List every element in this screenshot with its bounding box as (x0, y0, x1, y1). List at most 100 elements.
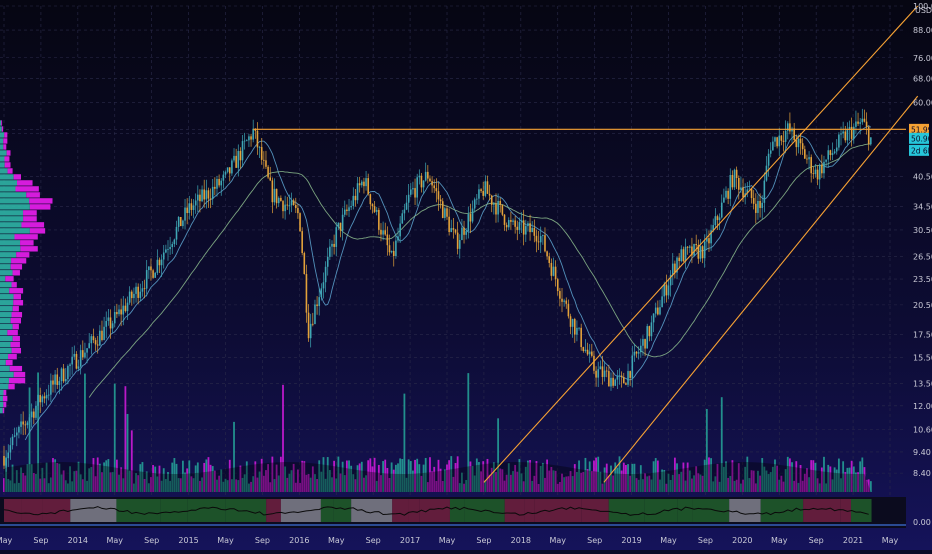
time-tick-label: Sep (33, 536, 48, 545)
volume-bar (656, 460, 659, 492)
profile-bar-down (2, 407, 5, 414)
candle-body (450, 228, 453, 233)
price-tick-label: 30.50 (913, 226, 932, 235)
volume-bar (852, 466, 855, 492)
candle-body (522, 220, 525, 235)
profile-bar-up (0, 120, 2, 126)
candle-body (625, 383, 627, 385)
price-tick-label: 9.40 (913, 448, 931, 457)
candle-body (101, 330, 103, 340)
candle-body (646, 326, 649, 349)
volume-bar (141, 462, 144, 492)
oscillator-zone (320, 499, 334, 522)
volume-bar (279, 456, 282, 492)
candle-body (275, 188, 278, 204)
candle-body (857, 121, 859, 124)
volume-bar (620, 470, 623, 492)
candle-body (742, 187, 744, 198)
volume-bar (505, 474, 508, 492)
candle-body (356, 183, 359, 201)
volume-bar (642, 479, 644, 492)
candle-body (409, 189, 412, 195)
candle-body (539, 236, 542, 243)
volume-bar (808, 477, 810, 492)
candle-body (680, 249, 683, 262)
volume-bar (164, 479, 167, 492)
candle-body (684, 246, 687, 262)
candle-body (350, 206, 352, 208)
candle-body (663, 284, 666, 297)
moving-averages (24, 125, 872, 441)
candle-body (158, 259, 161, 266)
candle-body (277, 197, 280, 204)
candle-body (337, 222, 340, 228)
volume-bar (96, 457, 99, 492)
volume-bar (774, 459, 776, 492)
volume-bar (514, 464, 517, 492)
profile-bar-up (0, 186, 16, 192)
volume-bar (224, 478, 227, 492)
candle-body (454, 229, 457, 233)
volume-bar (720, 397, 723, 492)
volume-bar (386, 467, 389, 492)
profile-bar-down (20, 246, 38, 252)
volume-bar (60, 474, 63, 492)
candle-body (282, 201, 284, 212)
volume-bar (111, 472, 114, 492)
volume-bar (84, 373, 86, 492)
candle-body (714, 216, 717, 226)
candle-body (422, 180, 425, 188)
volume-bar (846, 467, 849, 492)
volume-bar (269, 482, 272, 492)
volume-bar (382, 461, 385, 492)
profile-bar-down (29, 228, 46, 234)
volume-bar (213, 470, 216, 492)
candle-body (243, 140, 246, 142)
profile-bar-up (0, 288, 10, 294)
profile-bar-up (0, 192, 27, 198)
candle-body (314, 304, 316, 325)
volume-bar (820, 467, 823, 492)
profile-bar-down (8, 353, 17, 360)
volume-bar (735, 479, 738, 492)
candle-body (529, 223, 531, 233)
candle-body (859, 122, 861, 124)
candle-body (484, 181, 487, 196)
candle-body (384, 230, 387, 235)
candle-body (633, 351, 636, 356)
volume-bar (66, 483, 69, 492)
candle-body (554, 266, 557, 280)
candle-body (205, 190, 208, 200)
volume-bar (7, 478, 10, 492)
volume-bar (429, 457, 431, 492)
time-axis[interactable]: May Sep 2014 May Sep 2015 May Sep 2016 May Sep 2017… (0, 536, 899, 545)
candle-body (550, 262, 553, 276)
candle-body (324, 266, 327, 283)
candle-body (863, 118, 866, 122)
price-tick-label: 26.50 (913, 252, 932, 261)
volume-bar (11, 464, 14, 492)
volume-bar (290, 470, 293, 492)
candle-body (490, 195, 493, 205)
candle-body (84, 352, 86, 358)
time-tick-label: 2014 (68, 536, 88, 545)
profile-bar-down (12, 270, 20, 276)
price-tick-label: 40.50 (913, 172, 932, 181)
profile-bar-up (0, 353, 9, 360)
channel-upper-line (483, 5, 919, 483)
candle-body (791, 128, 793, 132)
volume-bar (701, 475, 704, 492)
volume-bar (441, 480, 444, 492)
candle-body (778, 135, 781, 147)
volume-bar (601, 483, 604, 492)
candle-body (603, 370, 606, 377)
candle-body (838, 134, 840, 148)
candle-body (735, 169, 738, 179)
candle-body (397, 236, 399, 241)
volume-bar (360, 461, 363, 492)
oscillator-zone (4, 499, 22, 522)
volume-bar (763, 466, 766, 492)
profile-bar-up (0, 216, 24, 222)
volume-bar (30, 464, 33, 492)
